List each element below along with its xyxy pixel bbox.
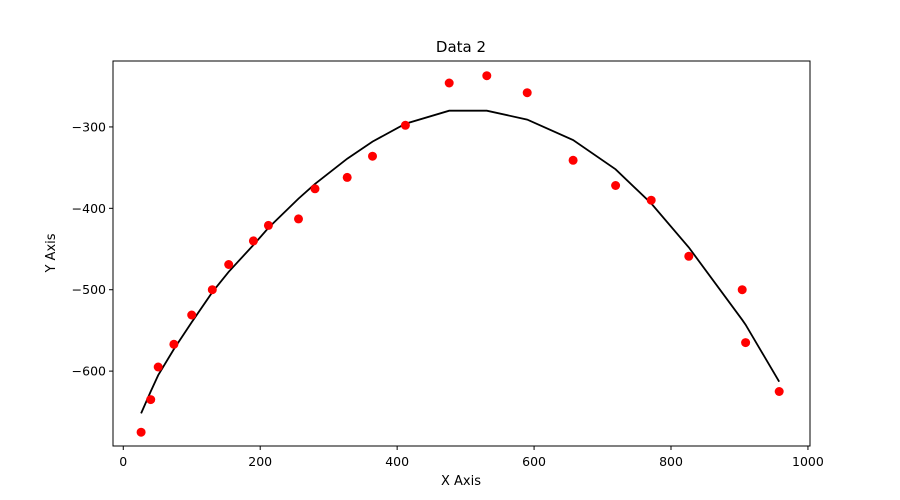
chart-title: Data 2 — [436, 38, 486, 56]
data-point — [482, 71, 492, 81]
data-point — [737, 285, 747, 295]
data-point — [741, 338, 751, 348]
y-tick-label: −400 — [72, 201, 106, 216]
data-point — [368, 151, 377, 161]
x-axis-label: X Axis — [441, 474, 481, 489]
y-tick-label: −500 — [72, 282, 106, 297]
y-axis: −600 −500 −400 −300 — [72, 119, 113, 379]
data-point — [444, 78, 454, 88]
data-point — [611, 181, 621, 190]
data-point — [263, 220, 273, 230]
data-point — [342, 172, 352, 182]
x-tick-label: 1000 — [792, 454, 824, 469]
data-point — [146, 395, 156, 405]
data-point — [136, 427, 146, 437]
plot-area — [136, 71, 784, 437]
data-point — [224, 260, 234, 269]
x-tick-label: 400 — [385, 454, 409, 469]
x-axis: 0 200 400 600 800 1000 — [119, 446, 824, 469]
x-tick-label: 800 — [659, 454, 683, 469]
y-tick-label: −600 — [72, 364, 106, 379]
data-point — [207, 285, 217, 295]
data-point — [774, 387, 784, 396]
x-tick-label: 0 — [119, 454, 127, 469]
data-point — [169, 339, 179, 349]
y-axis-label: Y Axis — [44, 233, 59, 273]
data-point — [568, 155, 578, 165]
data-point — [400, 120, 410, 130]
y-tick-label: −300 — [72, 119, 106, 134]
data-point — [153, 362, 163, 372]
data-point — [294, 214, 303, 224]
x-tick-label: 600 — [522, 454, 546, 469]
plot-frame — [112, 60, 811, 447]
data-point — [522, 88, 532, 98]
data-point — [310, 184, 320, 194]
data-point — [646, 195, 656, 205]
data-point — [248, 236, 258, 246]
data-point — [684, 251, 694, 261]
x-tick-label: 200 — [248, 454, 272, 469]
data-point — [187, 310, 197, 320]
fit-line — [140, 109, 780, 414]
